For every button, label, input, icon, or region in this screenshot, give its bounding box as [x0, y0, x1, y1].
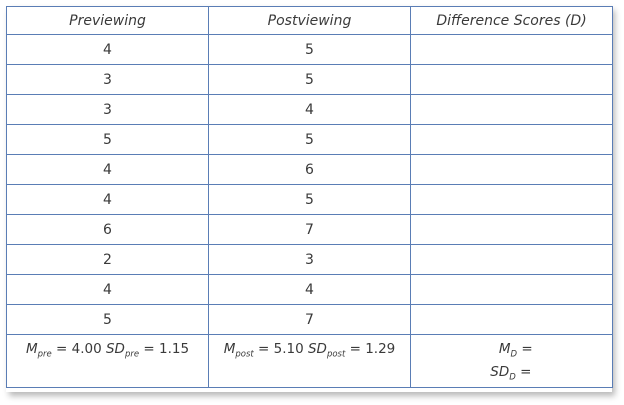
cell-previewing: 3	[6, 94, 209, 125]
table-frame: Previewing Postviewing Difference Scores…	[6, 6, 613, 392]
table-row: 5 7	[6, 304, 613, 335]
cell-difference	[410, 244, 613, 275]
summary-difference: MD = SDD =	[410, 334, 613, 388]
mean-subscript: post	[235, 349, 254, 360]
cell-previewing: 3	[6, 64, 209, 95]
table-row: 3 5	[6, 64, 613, 95]
header-row: Previewing Postviewing Difference Scores…	[6, 6, 613, 35]
cell-difference	[410, 304, 613, 335]
sd-value: = 1.29	[349, 341, 396, 357]
table-row: 4 5	[6, 34, 613, 65]
mean-value: =	[521, 341, 533, 357]
cell-previewing: 2	[6, 244, 209, 275]
sd-subscript: pre	[124, 349, 140, 360]
cell-difference	[410, 124, 613, 155]
cell-difference	[410, 214, 613, 245]
cell-postviewing: 3	[208, 244, 411, 275]
mean-subscript: pre	[37, 349, 52, 360]
sd-symbol: SD	[105, 341, 125, 357]
summary-postviewing: Mpost = 5.10 SDpost = 1.29	[208, 334, 411, 388]
mean-value: = 4.00	[56, 341, 102, 357]
header-previewing: Previewing	[6, 6, 209, 35]
table-row: 3 4	[6, 94, 613, 125]
sd-subscript: post	[326, 349, 346, 360]
difference-sd-line: SDD =	[490, 364, 532, 387]
cell-previewing: 4	[6, 274, 209, 305]
cell-previewing: 4	[6, 184, 209, 215]
header-postviewing: Postviewing	[208, 6, 411, 35]
table-row: 4 4	[6, 274, 613, 305]
cell-postviewing: 5	[208, 124, 411, 155]
mean-value: = 5.10	[258, 341, 304, 357]
sd-value: =	[520, 363, 532, 380]
cell-postviewing: 7	[208, 214, 411, 245]
cell-difference	[410, 94, 613, 125]
cell-difference	[410, 274, 613, 305]
mean-symbol: M	[25, 341, 38, 357]
table-row: 4 5	[6, 184, 613, 215]
cell-postviewing: 4	[208, 274, 411, 305]
table-row: 4 6	[6, 154, 613, 185]
cell-postviewing: 7	[208, 304, 411, 335]
table-row: 2 3	[6, 244, 613, 275]
cell-postviewing: 5	[208, 34, 411, 65]
header-difference-scores: Difference Scores (D)	[410, 6, 613, 35]
cell-postviewing: 5	[208, 184, 411, 215]
sd-value: = 1.15	[143, 341, 190, 357]
cell-previewing: 5	[6, 124, 209, 155]
table-row: 5 5	[6, 124, 613, 155]
difference-stats: MD = SDD =	[490, 341, 532, 386]
difference-scores-table: Previewing Postviewing Difference Scores…	[6, 6, 613, 388]
difference-mean-line: MD =	[490, 341, 533, 364]
summary-previewing: Mpre = 4.00 SDpre = 1.15	[6, 334, 209, 388]
sd-symbol: SD	[490, 363, 510, 380]
mean-symbol: M	[223, 341, 236, 357]
mean-subscript: D	[510, 349, 518, 360]
cell-postviewing: 5	[208, 64, 411, 95]
cell-previewing: 4	[6, 34, 209, 65]
cell-postviewing: 6	[208, 154, 411, 185]
cell-difference	[410, 64, 613, 95]
table-row: 6 7	[6, 214, 613, 245]
cell-postviewing: 4	[208, 94, 411, 125]
cell-previewing: 6	[6, 214, 209, 245]
cell-previewing: 4	[6, 154, 209, 185]
cell-difference	[410, 34, 613, 65]
mean-symbol: M	[498, 341, 511, 357]
summary-row: Mpre = 4.00 SDpre = 1.15 Mpost = 5.10 SD…	[6, 334, 613, 388]
cell-difference	[410, 154, 613, 185]
cell-difference	[410, 184, 613, 215]
sd-symbol: SD	[307, 341, 327, 357]
sd-subscript: D	[509, 372, 516, 383]
cell-previewing: 5	[6, 304, 209, 335]
